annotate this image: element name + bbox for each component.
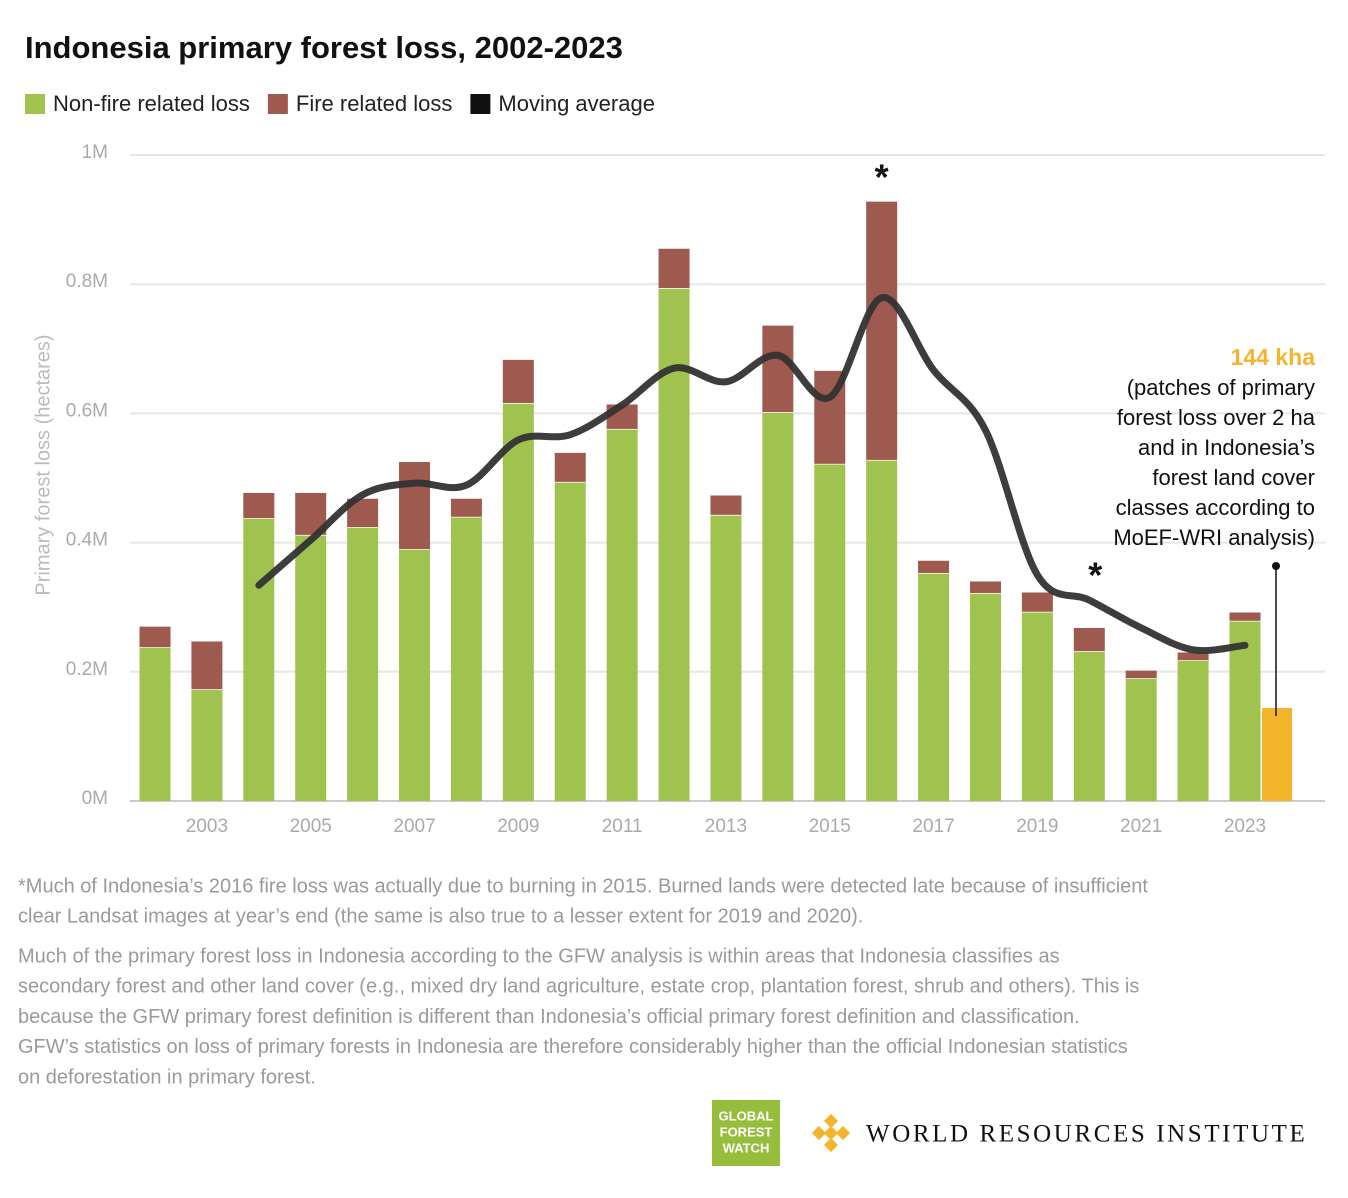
bar bbox=[554, 452, 586, 482]
x-tick-label: 2013 bbox=[705, 816, 747, 837]
bar bbox=[191, 640, 223, 690]
moef-bar bbox=[1262, 707, 1292, 801]
bar bbox=[762, 412, 794, 801]
bar bbox=[502, 403, 534, 801]
bar bbox=[1073, 627, 1105, 652]
annotation: * bbox=[1088, 555, 1102, 596]
chart-title: Indonesia primary forest loss, 2002-2023 bbox=[25, 30, 623, 65]
bar bbox=[866, 200, 898, 460]
legend-swatch bbox=[470, 94, 491, 114]
y-tick-label: 0.6M bbox=[66, 400, 108, 421]
y-tick-label: 1M bbox=[82, 142, 108, 163]
bar bbox=[918, 560, 950, 573]
gfw-logo-text: WATCH bbox=[723, 1140, 770, 1155]
gfw-logo-text: GLOBAL bbox=[719, 1108, 774, 1123]
x-tick-label: 2019 bbox=[1016, 816, 1058, 837]
footnote: on deforestation in primary forest. bbox=[18, 1066, 316, 1088]
footnote: *Much of Indonesia’s 2016 fire loss was … bbox=[18, 875, 1148, 897]
x-tick-label: 2003 bbox=[186, 816, 228, 837]
x-tick-label: 2011 bbox=[602, 816, 643, 837]
gfw-logo bbox=[712, 1100, 780, 1166]
bar bbox=[969, 580, 1001, 593]
footnote: because the GFW primary forest definitio… bbox=[18, 1006, 1080, 1028]
bar bbox=[658, 248, 690, 289]
gfw-logo-text: FOREST bbox=[720, 1124, 773, 1139]
bar bbox=[606, 428, 638, 801]
y-tick-label: 0.2M bbox=[66, 659, 108, 680]
bar bbox=[1021, 591, 1053, 612]
bar bbox=[1177, 651, 1209, 661]
bar bbox=[139, 625, 171, 648]
bar bbox=[139, 647, 171, 801]
legend-swatch bbox=[267, 94, 288, 114]
x-tick-label: 2005 bbox=[290, 816, 332, 837]
moef-note: (patches of primary bbox=[1127, 375, 1315, 400]
bar bbox=[1125, 678, 1157, 801]
bar bbox=[1125, 669, 1157, 679]
y-tick-label: 0M bbox=[82, 788, 108, 809]
bar bbox=[969, 592, 1001, 801]
legend-swatch bbox=[25, 94, 45, 114]
bar bbox=[1229, 611, 1261, 621]
moef-value-label: 144 kha bbox=[1231, 344, 1316, 370]
bar bbox=[399, 461, 431, 550]
x-tick-label: 2017 bbox=[912, 816, 954, 837]
legend-label: Non-fire related loss bbox=[53, 91, 250, 116]
bar bbox=[1021, 611, 1053, 801]
bar bbox=[554, 481, 586, 801]
bar bbox=[399, 549, 431, 801]
y-axis-label: Primary forest loss (hectares) bbox=[32, 334, 54, 595]
y-tick-label: 0.8M bbox=[66, 271, 108, 292]
bar bbox=[243, 492, 275, 519]
legend-label: Moving average bbox=[498, 91, 655, 116]
bar bbox=[814, 463, 846, 801]
x-tick-label: 2015 bbox=[809, 816, 851, 837]
bar bbox=[450, 516, 482, 801]
bar bbox=[347, 527, 379, 801]
footnote: GFW’s statistics on loss of primary fore… bbox=[18, 1036, 1128, 1058]
x-tick-label: 2007 bbox=[393, 816, 435, 837]
x-tick-label: 2009 bbox=[497, 816, 539, 837]
moef-note: classes according to bbox=[1116, 495, 1315, 520]
footnote: clear Landsat images at year’s end (the … bbox=[18, 906, 863, 928]
bar bbox=[502, 359, 534, 404]
bar bbox=[450, 498, 482, 517]
wri-icon bbox=[811, 1113, 851, 1153]
moef-note: forest land cover bbox=[1152, 465, 1315, 490]
bar bbox=[243, 518, 275, 801]
bar bbox=[295, 534, 327, 801]
bar bbox=[1073, 651, 1105, 801]
bar bbox=[762, 324, 794, 413]
moef-note: MoEF-WRI analysis) bbox=[1113, 525, 1315, 550]
callout-dot bbox=[1272, 562, 1280, 570]
bar bbox=[710, 494, 742, 515]
footnote: secondary forest and other land cover (e… bbox=[18, 976, 1139, 998]
footnote: Much of the primary forest loss in Indon… bbox=[18, 945, 1060, 967]
bar bbox=[710, 514, 742, 801]
moving-average-line bbox=[255, 294, 1249, 655]
moef-note: and in Indonesia’s bbox=[1138, 435, 1315, 460]
bar bbox=[1177, 660, 1209, 801]
bar bbox=[918, 572, 950, 801]
legend-label: Fire related loss bbox=[296, 91, 453, 116]
y-tick-label: 0.4M bbox=[66, 530, 108, 551]
annotation: * bbox=[875, 157, 889, 198]
x-tick-label: 2023 bbox=[1224, 816, 1266, 837]
bar bbox=[866, 459, 898, 801]
x-tick-label: 2021 bbox=[1120, 816, 1162, 837]
bar bbox=[191, 689, 223, 801]
moef-note: forest loss over 2 ha bbox=[1117, 405, 1316, 430]
bar bbox=[1229, 620, 1261, 801]
wri-logo-text: WORLD RESOURCES INSTITUTE bbox=[866, 1121, 1307, 1148]
